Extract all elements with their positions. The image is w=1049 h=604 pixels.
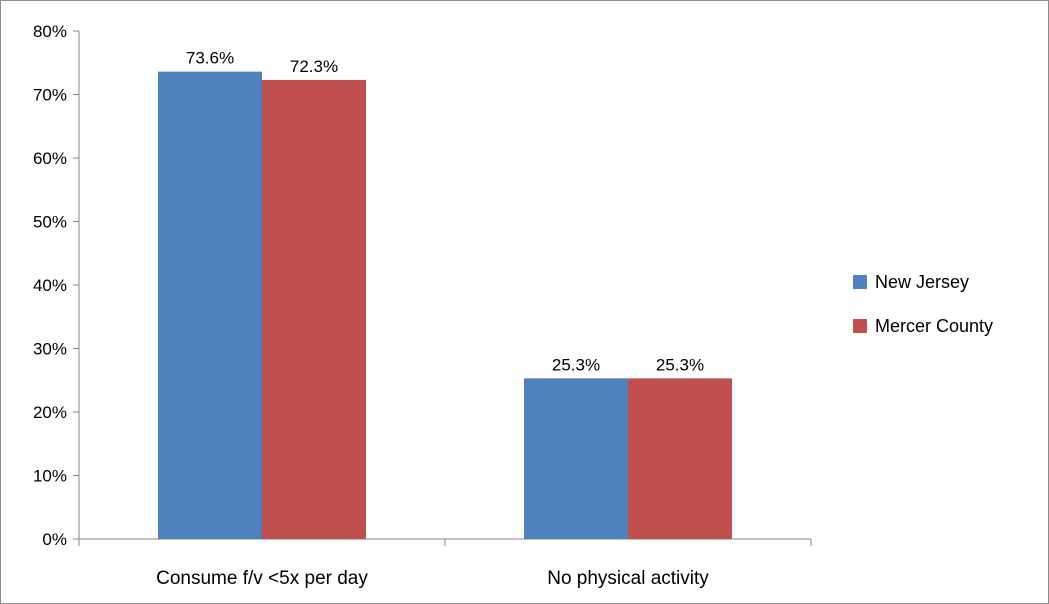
bar <box>158 71 262 539</box>
y-tick-label: 20% <box>33 403 67 422</box>
x-category-label: No physical activity <box>547 568 709 589</box>
y-tick-label: 60% <box>33 149 67 168</box>
y-tick-label: 40% <box>33 276 67 295</box>
bar-data-label: 73.6% <box>186 49 234 68</box>
y-axis: 0% 10% 20% 30% 40% 50% 60% 70% 80% <box>33 22 80 549</box>
bar <box>628 378 732 539</box>
y-tick-label: 10% <box>33 467 67 486</box>
x-category-label: Consume f/v <5x per day <box>156 568 368 589</box>
bars <box>158 71 732 540</box>
y-tick-label: 30% <box>33 340 67 359</box>
bar-data-label: 25.3% <box>656 355 704 374</box>
y-tick-label: 0% <box>42 530 67 549</box>
bar <box>524 378 628 539</box>
y-tick-label: 70% <box>33 86 67 105</box>
legend-label: New Jersey <box>875 272 969 292</box>
y-tick-label: 80% <box>33 22 67 41</box>
bar-data-label: 25.3% <box>552 355 600 374</box>
legend: New Jersey Mercer County <box>853 272 993 336</box>
bar <box>262 79 366 540</box>
data-labels: 73.6% 72.3% 25.3% 25.3% <box>186 49 704 375</box>
legend-label: Mercer County <box>875 316 993 336</box>
bar-data-label: 72.3% <box>290 57 338 76</box>
y-tick-label: 50% <box>33 213 67 232</box>
legend-swatch <box>853 319 867 333</box>
x-axis: Consume f/v <5x per day No physical activ… <box>78 538 812 589</box>
legend-swatch <box>853 275 867 289</box>
